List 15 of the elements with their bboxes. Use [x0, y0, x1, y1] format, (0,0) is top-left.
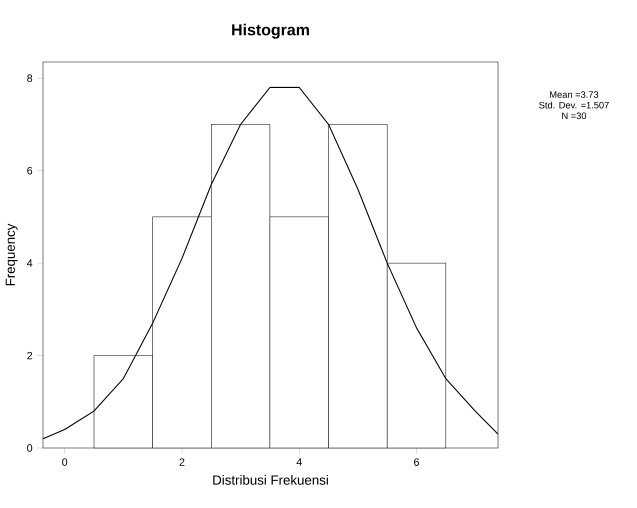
- y-tick-label: 6: [27, 166, 32, 174]
- x-tick-label: 6: [414, 458, 419, 466]
- y-tick-label: 2: [27, 352, 32, 360]
- y-tick-label: 8: [27, 74, 32, 82]
- text: Std. Dev. =1.507: [539, 102, 609, 108]
- y-tick-label: 4: [26, 259, 32, 267]
- x-tick-label: 2: [180, 458, 184, 466]
- y-axis-title: Frequency: [6, 224, 18, 286]
- y-tick-label: 0: [27, 444, 32, 452]
- x-tick-label: 4: [296, 458, 302, 466]
- text: Mean =3.73: [550, 91, 598, 98]
- x-tick-label: 0: [62, 458, 68, 466]
- chart-title: Histogram: [232, 24, 309, 39]
- text: N =30: [562, 112, 586, 120]
- x-axis-title: Distribusi Frekuensi: [213, 475, 328, 485]
